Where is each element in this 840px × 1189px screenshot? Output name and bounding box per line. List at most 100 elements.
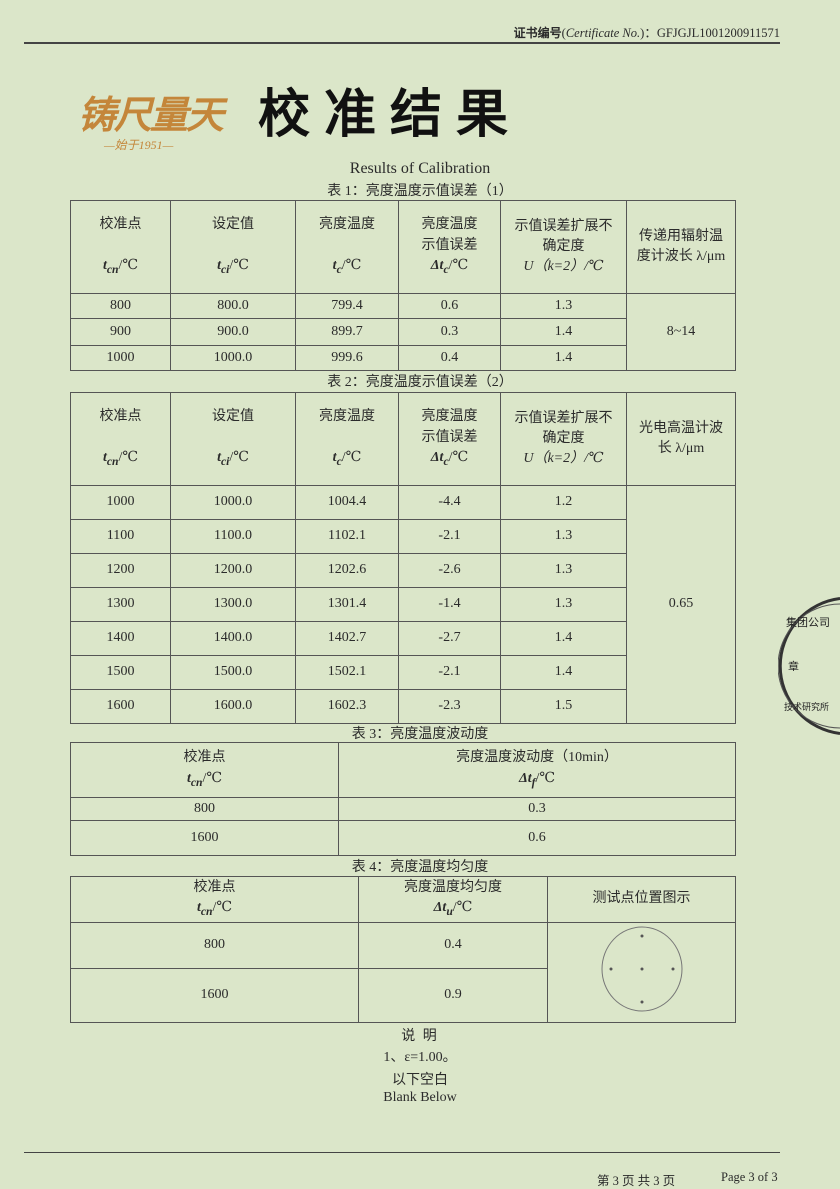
- cell: 0.4: [358, 922, 548, 969]
- cell: 999.6: [295, 345, 399, 371]
- cell: 1500: [70, 655, 171, 690]
- cell: 1402.7: [295, 621, 399, 656]
- t3-header-point: 校准点 tcn/℃: [70, 742, 339, 798]
- cell: 1100.0: [170, 519, 296, 554]
- cell: 1300.0: [170, 587, 296, 622]
- header-cell: 亮度温度 示值误差 Δtc/℃: [398, 200, 501, 294]
- table-row: 1100 1100.0 1102.1 -2.1 1.3: [70, 519, 736, 554]
- cell: 1.3: [500, 587, 627, 622]
- table-row: 800 0.4: [70, 922, 736, 1023]
- certificate-number: 证书编号(Certificate No.)：GFJGJL100120091157…: [513, 26, 780, 40]
- logo: 铸尺量天: [78, 92, 224, 137]
- cell: 1102.1: [295, 519, 399, 554]
- t4-header-point: 校准点 tcn/℃: [70, 876, 359, 923]
- test-point-diagram: [547, 922, 736, 1023]
- table-row: 1000 1000.0 1004.4 -4.4 1.2 0.65: [70, 485, 736, 724]
- cell: 1004.4: [295, 485, 399, 520]
- cell: 1200.0: [170, 553, 296, 588]
- cell: 800: [70, 293, 171, 319]
- cell: 800: [70, 922, 359, 969]
- cell: 1502.1: [295, 655, 399, 690]
- subtitle: Results of Calibration: [349, 160, 491, 177]
- cell: 1.4: [500, 318, 627, 346]
- table3: 校准点 tcn/℃ 亮度温度波动度（10min） Δtf/℃ 800 0.3 1600…: [70, 742, 736, 856]
- cell: 0.3: [338, 797, 736, 821]
- notes-heading: 说 明: [401, 1029, 439, 1044]
- cell: 0.6: [338, 820, 736, 856]
- table2: 校准点 tcn/℃ 设定值 tci/℃ 亮度温度 tc/℃ 亮度温度 示值误差 Δtc/℃…: [70, 392, 736, 724]
- header-cell: 设定值 tci/℃: [170, 392, 296, 486]
- table1-caption: 表 1：亮度温度示值误差（1）: [327, 184, 513, 199]
- t4-header-diagram: 测试点位置图示: [547, 876, 736, 923]
- cell: 0.4: [398, 345, 501, 371]
- cell: -2.6: [398, 553, 501, 588]
- header-cell: 校准点 tcn/℃: [70, 200, 171, 294]
- table-row: 1600 1600.0 1602.3 -2.3 1.5: [70, 689, 736, 724]
- note-item: 1、ε=1.00。: [383, 1050, 457, 1065]
- cell: 0.3: [398, 318, 501, 346]
- official-seal: 集团公司章技术研究所: [778, 596, 840, 736]
- footer-rule: [24, 1152, 780, 1153]
- table-row: 1300 1300.0 1301.4 -1.4 1.3: [70, 587, 736, 622]
- blank-below-en: Blank Below: [383, 1090, 457, 1105]
- cell: 900.0: [170, 318, 296, 346]
- table1: 校准点 tcn/℃ 设定值 tci/℃ 亮度温度 tc/℃ 亮度温度 示值误差 Δtc/℃…: [70, 200, 736, 371]
- header-cell: 亮度温度 tc/℃: [295, 200, 399, 294]
- cell: 1.2: [500, 485, 627, 520]
- header-cell: 示值误差扩展不 确定度 U（k=2）/℃: [500, 392, 627, 486]
- table3-caption: 表 3：亮度温度波动度: [351, 727, 489, 742]
- header-rule: [24, 42, 780, 44]
- cell: 1.3: [500, 293, 627, 319]
- cell: 1.4: [500, 655, 627, 690]
- table2-caption: 表 2：亮度温度示值误差（2）: [327, 375, 513, 390]
- cell: 1600: [70, 968, 359, 1023]
- cell: -2.7: [398, 621, 501, 656]
- cell: 900: [70, 318, 171, 346]
- cell: 1600: [70, 820, 339, 856]
- cell: 1602.3: [295, 689, 399, 724]
- cell: 1.3: [500, 519, 627, 554]
- table-row: 1000 1000.0 999.6 0.4 1.4: [70, 345, 736, 371]
- table-row: 900 900.0 899.7 0.3 1.4: [70, 318, 736, 346]
- table-row: 800 0.3: [70, 797, 736, 821]
- cell: 1400.0: [170, 621, 296, 656]
- cell: 1202.6: [295, 553, 399, 588]
- seal-text: 章: [788, 660, 799, 673]
- header-cell: 设定值 tci/℃: [170, 200, 296, 294]
- cell: 1.4: [500, 345, 627, 371]
- header-cell: 校准点 tcn/℃: [70, 392, 171, 486]
- test-point-circle-icon: [601, 926, 682, 1012]
- cell: 1500.0: [170, 655, 296, 690]
- cell: -2.1: [398, 519, 501, 554]
- header-cell: 亮度温度 tc/℃: [295, 392, 399, 486]
- t3-header-fluct: 亮度温度波动度（10min） Δtf/℃: [338, 742, 736, 798]
- cell: 1.4: [500, 621, 627, 656]
- cell: 1100: [70, 519, 171, 554]
- seal-arc-icon: [778, 597, 840, 735]
- cell: 1000: [70, 345, 171, 371]
- cell: 1000: [70, 485, 171, 520]
- cell: 1600: [70, 689, 171, 724]
- header-cell: 示值误差扩展不 确定度 U（k=2）/℃: [500, 200, 627, 294]
- cell: 1300: [70, 587, 171, 622]
- table-row: 1600 0.9: [70, 968, 736, 1023]
- logo-since: —始于1951—: [104, 138, 174, 152]
- wavelength-cell: 0.65: [626, 485, 736, 724]
- cell: 1600.0: [170, 689, 296, 724]
- cell: -1.4: [398, 587, 501, 622]
- seal-text: 技术研究所: [784, 703, 830, 713]
- cell: 1400: [70, 621, 171, 656]
- table-row: 800 800.0 799.4 0.6 1.3 8~14: [70, 293, 736, 371]
- cell: -2.3: [398, 689, 501, 724]
- cell: 899.7: [295, 318, 399, 346]
- cell: 1.5: [500, 689, 627, 724]
- table-row: 1600 0.6: [70, 820, 736, 856]
- table4: 校准点 tcn/℃ 亮度温度均匀度 Δtu/℃ 测试点位置图示 800 0.4 160…: [70, 876, 736, 1023]
- cell: 799.4: [295, 293, 399, 319]
- cell: 1200: [70, 553, 171, 588]
- cell: 800.0: [170, 293, 296, 319]
- t4-header-uniformity: 亮度温度均匀度 Δtu/℃: [358, 876, 548, 923]
- page-number-en: Page 3 of 3: [721, 1170, 778, 1184]
- table-row: 1200 1200.0 1202.6 -2.6 1.3: [70, 553, 736, 588]
- cell: 1000.0: [170, 485, 296, 520]
